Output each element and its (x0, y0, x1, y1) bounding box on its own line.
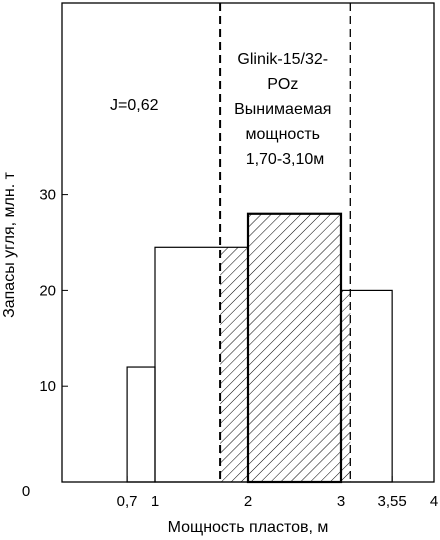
histogram-bar (126, 366, 156, 483)
x-tick-label: 1 (151, 493, 159, 510)
y-axis-label: Запасы угля, млн. т (1, 171, 18, 318)
seam-annotation-line: Вынимаемая (234, 101, 331, 118)
index-annotation: J=0,62 (110, 97, 159, 114)
seam-annotation-line: 1,70-3,10м (246, 151, 325, 168)
x-axis-label: Мощность пластов, м (168, 519, 329, 536)
hatched-area (248, 213, 341, 482)
seam-annotation: Glinik-15/32- POz Вынимаемая мощность 1,… (234, 51, 336, 168)
x-tick-label: 3,55 (378, 493, 407, 510)
seam-annotation-line: Glinik-15/32- (237, 51, 328, 68)
y-tick-label: 0 (22, 483, 30, 500)
hatched-area (220, 247, 248, 482)
y-tick-label: 20 (39, 282, 56, 299)
hatched-area (341, 290, 351, 482)
y-tick-label: 30 (39, 187, 56, 204)
ticks-layer: 0,7 1 2 3 3,55 4 0 10 20 30 (22, 187, 438, 510)
bars-layer (126, 212, 393, 484)
x-tick-label: 0,7 (117, 493, 138, 510)
dashed-lines-layer (219, 3, 351, 482)
seam-annotation-line: мощность (246, 126, 320, 143)
x-tick-label: 2 (244, 493, 252, 510)
y-tick-label: 10 (39, 378, 56, 395)
x-tick-label: 3 (337, 493, 345, 510)
seam-annotation-line: POz (267, 76, 298, 93)
x-tick-label: 4 (430, 493, 438, 510)
